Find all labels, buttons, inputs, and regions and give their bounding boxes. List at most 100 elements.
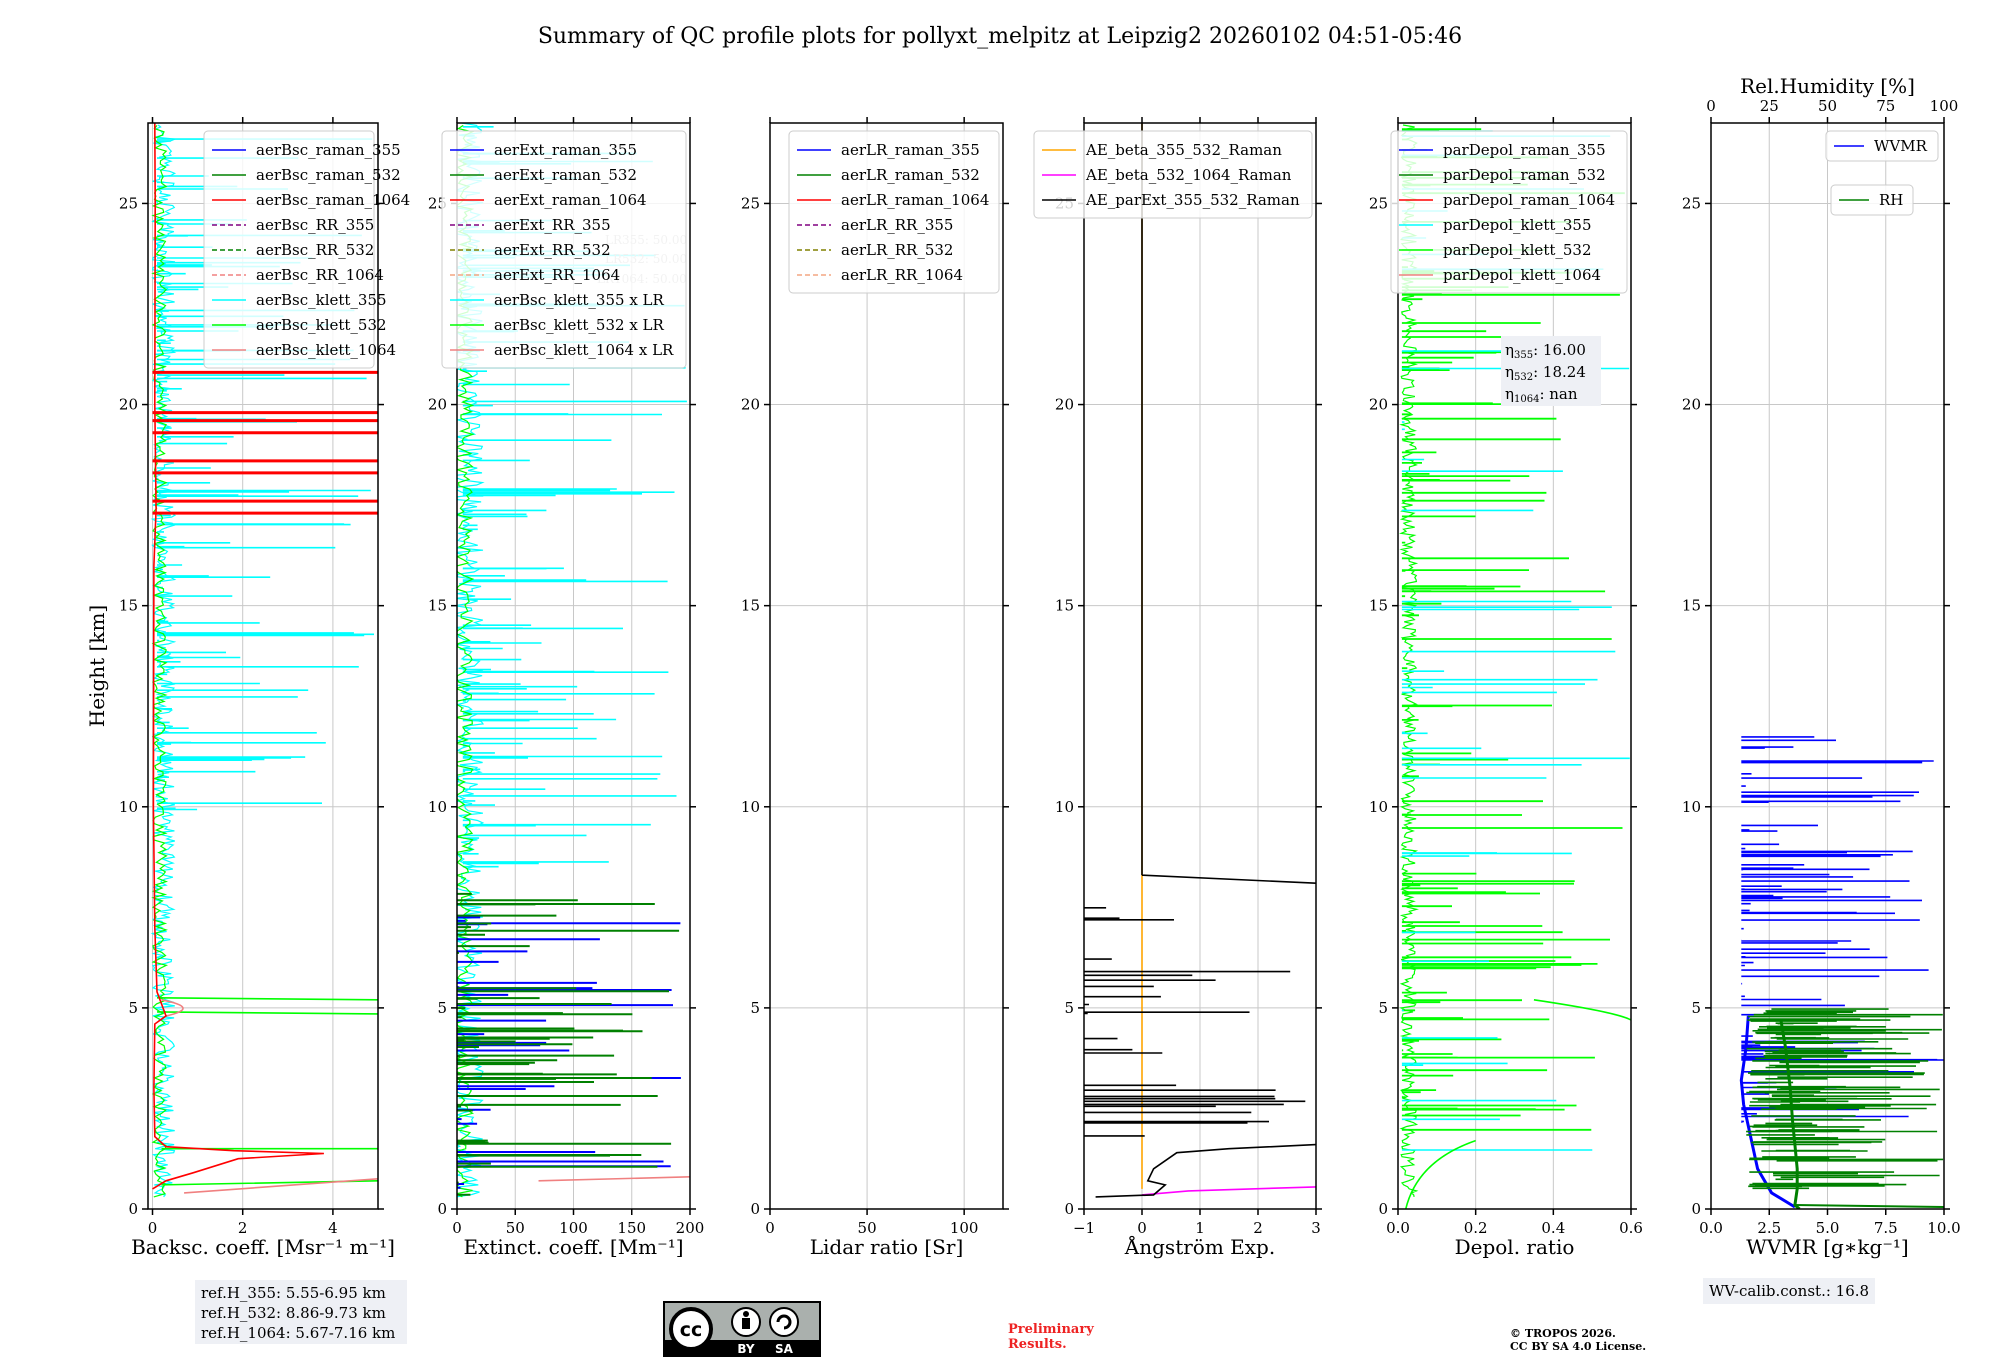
series-rh-base [1794,1203,1944,1208]
y-tick-label: 5 [1064,999,1074,1017]
x-tick-label: 50 [506,1219,525,1237]
y-tick-label: 25 [1682,194,1701,212]
y-tick-label: 5 [1691,999,1701,1017]
y-tick-label: 10 [119,798,138,816]
y-tick-label: 15 [741,597,760,615]
data-layer [1084,123,1316,1198]
panel-1: 0 2 4 0 5 10 15 20 25 Backsc. coeff. [Msr⁻¹ m⁻¹] H… [85,117,410,1259]
top-tick-label: 0 [1706,97,1716,115]
ticks [142,117,384,1215]
legend-entry-pardepol-klett-355: parDepol_klett_355 [1443,216,1592,234]
legend-entry-pardepol-raman-355: parDepol_raman_355 [1443,141,1606,159]
series-pardepol-klett-532-peak [1533,999,1631,1021]
legend-box-rh [1830,184,1914,216]
legend-entry-aerbsc-rr-532: aerBsc_RR_532 [256,241,374,259]
legend-entry-aerext-rr-1064: aerExt_RR_1064 [494,266,620,284]
ticks [1078,117,1322,1215]
x-tick-label: 0 [148,1219,158,1237]
legend-box [1033,130,1313,219]
legend-box [441,130,687,369]
series-aerext-raman-532 [457,892,680,1196]
legend-entry-pardepol-raman-1064: parDepol_raman_1064 [1443,191,1615,209]
legend-box-wvmr [1825,130,1939,162]
series-ae-parext-355-532 [1095,1143,1316,1198]
legend-entry-wvmr: WVMR [1874,137,1928,155]
y-tick-label: 20 [428,396,447,414]
legend: aerLR_raman_355 aerLR_raman_532 aerLR_rama… [788,130,1000,294]
legend-entry-aerext-rr-355: aerExt_RR_355 [494,216,611,234]
legend-entry-aerbsc-klett-1064: aerBsc_klett_1064 [256,341,396,359]
series-aerbsc-raman-1064 [152,123,324,1190]
eta-1064: η1064: nan [1505,385,1578,405]
ticks [1705,202,1950,1215]
eta-532: η532: 18.24 [1505,363,1586,383]
y-tick-label: 20 [1682,396,1701,414]
series-ae-parext-spikes [1084,907,1306,1137]
ref-h-532: ref.H_532: 8.86-9.73 km [201,1304,386,1322]
x-axis-label: Backsc. coeff. [Msr⁻¹ m⁻¹] [131,1235,395,1259]
x-tick-label: 0.4 [1541,1219,1565,1237]
x-axis-label: Ångström Exp. [1124,1234,1275,1259]
legend-box [203,130,375,369]
series-ae-parext-355-532-upper [1141,123,1316,884]
x-tick-label: 0 [452,1219,462,1237]
y-tick-label: 0 [128,1200,138,1218]
legend-entry-pardepol-klett-1064: parDepol_klett_1064 [1443,266,1601,284]
eta-symbol: η [1505,385,1514,403]
x-tick-label: 100 [559,1219,588,1237]
series-wvmr-spikes [1741,736,1944,1123]
x-tick-label: 0 [765,1219,775,1237]
wv-calib-box: WV-calib.const.: 16.8 [1703,1278,1875,1304]
panel-4: −101230510152025Ångström Exp.AE_beta_355… [1033,117,1322,1259]
legend-entry-aerbsc-rr-355: aerBsc_RR_355 [256,216,374,234]
y-tick-label: 10 [741,798,760,816]
top-axis: 0 25 50 75 100 Rel.Humidity [%] [1706,74,1958,123]
x-tick-label: 3 [1311,1219,1321,1237]
y-tick-label: 0 [437,1200,447,1218]
y-tick-label: 10 [1055,798,1074,816]
legend-entry-aerbsc-klett-532-x-lr: aerBsc_klett_532 x LR [494,316,665,334]
legend-entry-aerext-rr-532: aerExt_RR_532 [494,241,611,259]
legend-entry-aerbsc-klett-1064-x-lr: aerBsc_klett_1064 x LR [494,341,674,359]
panel-2: LR355: 50.00LR532: 50.00LR1064: 50.00050… [428,117,704,1259]
top-tick-label: 75 [1876,97,1895,115]
y-axis-label: Height [km] [85,605,109,727]
x-tick-label: 0.0 [1699,1219,1723,1237]
legend-entry-aerlr-rr-532: aerLR_RR_532 [841,241,953,259]
x-axis-label: Lidar ratio [Sr] [810,1235,964,1259]
y-tick-label: 10 [1369,798,1388,816]
legend-entry-ae-beta-532-1064-raman: AE_beta_532_1064_Raman [1085,166,1292,184]
y-tick-label: 10 [428,798,447,816]
cc-sa-text: SA [775,1342,794,1356]
ref-h-355: ref.H_355: 5.55-6.95 km [201,1284,386,1302]
legend-entry-aerbsc-raman-355: aerBsc_raman_355 [256,141,401,159]
ticks [451,117,696,1215]
ref-height-box: ref.H_355: 5.55-6.95 km ref.H_532: 8.86-… [195,1280,407,1344]
grid [1083,123,1317,1210]
x-tick-label: 150 [617,1219,646,1237]
legend-entry-aerlr-rr-355: aerLR_RR_355 [841,216,953,234]
legend-entry-ae-beta-355-532-raman: AE_beta_355_532_Raman [1085,141,1282,159]
y-tick-label: 0 [1378,1200,1388,1218]
eta-subscript: 532 [1514,372,1533,383]
x-tick-label: 2 [1253,1219,1263,1237]
legend-entry-aerext-raman-532: aerExt_raman_532 [494,166,637,184]
legend: parDepol_raman_355 parDepol_raman_532 parD… [1390,130,1628,294]
x-tick-label: 7.5 [1874,1219,1898,1237]
x-tick-label: 2 [238,1219,248,1237]
y-tick-label: 20 [1369,396,1388,414]
y-tick-label: 20 [741,396,760,414]
legend-entry-aerbsc-klett-355: aerBsc_klett_355 [256,291,387,309]
series-aerext-raman-355 [457,916,681,1189]
top-axis-label: Rel.Humidity [%] [1740,74,1915,98]
top-tick-label: 50 [1818,97,1837,115]
y-tick-label: 5 [1378,999,1388,1017]
x-tick-label: 50 [858,1219,877,1237]
y-tick-label: 0 [1691,1200,1701,1218]
legend: WVMR RH [1825,130,1939,216]
y-tick-label: 15 [1055,597,1074,615]
x-tick-label: 100 [950,1219,979,1237]
ref-h-1064: ref.H_1064: 5.67-7.16 km [201,1324,395,1342]
